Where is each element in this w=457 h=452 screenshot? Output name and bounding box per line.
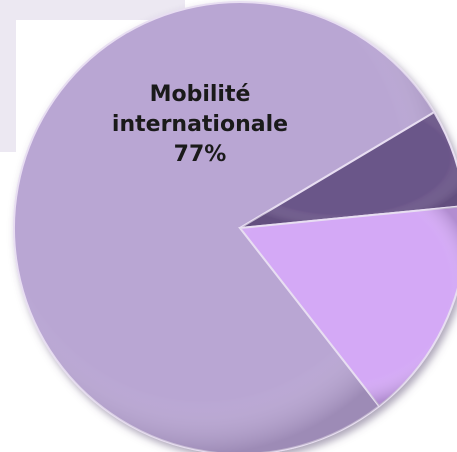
slice-shading (240, 206, 457, 407)
slice-shading (14, 2, 435, 452)
pie (13, 1, 457, 452)
value-label: 77% (173, 142, 227, 167)
slice-shading (240, 112, 457, 228)
slice-label: Mobilité internationale 77% (95, 80, 305, 170)
background-panel (0, 0, 185, 20)
category-label: Mobilité internationale (111, 82, 289, 137)
background-panel (0, 0, 16, 152)
